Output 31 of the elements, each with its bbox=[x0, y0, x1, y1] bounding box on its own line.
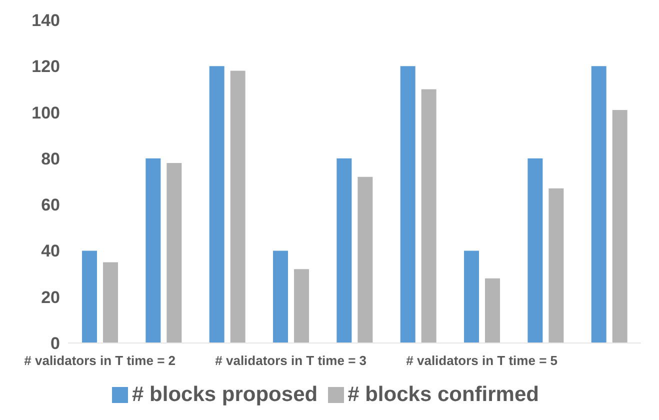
bar bbox=[612, 110, 628, 343]
y-tick-label: 120 bbox=[32, 57, 60, 76]
bar bbox=[400, 66, 416, 343]
y-tick-label: 60 bbox=[41, 196, 60, 215]
bar bbox=[294, 269, 310, 343]
y-tick-label: 100 bbox=[32, 103, 60, 122]
legend-label: # blocks proposed bbox=[132, 383, 318, 406]
bar bbox=[358, 176, 373, 343]
y-tick-label: 20 bbox=[41, 288, 60, 307]
legend-label: # blocks confirmed bbox=[348, 383, 539, 406]
x-tick-label: # validators in T time = 2 bbox=[24, 353, 176, 368]
y-tick-label: 140 bbox=[32, 11, 60, 30]
bar bbox=[528, 158, 543, 343]
y-tick-label: 0 bbox=[50, 334, 60, 354]
bar bbox=[421, 89, 436, 343]
bar bbox=[166, 163, 182, 343]
bar bbox=[548, 188, 564, 343]
bar bbox=[485, 278, 500, 343]
bar bbox=[591, 66, 606, 343]
bar bbox=[103, 262, 118, 343]
y-tick-label: 80 bbox=[41, 149, 60, 168]
bar bbox=[230, 70, 246, 343]
x-tick-label: # validators in T time = 5 bbox=[406, 353, 558, 368]
bar bbox=[273, 250, 288, 343]
bar bbox=[146, 158, 161, 343]
bar bbox=[209, 66, 224, 343]
bar bbox=[82, 250, 98, 343]
bar bbox=[464, 250, 480, 343]
bar bbox=[336, 158, 352, 343]
y-tick-label: 40 bbox=[41, 242, 60, 261]
x-tick-label: # validators in T time = 3 bbox=[215, 353, 367, 368]
